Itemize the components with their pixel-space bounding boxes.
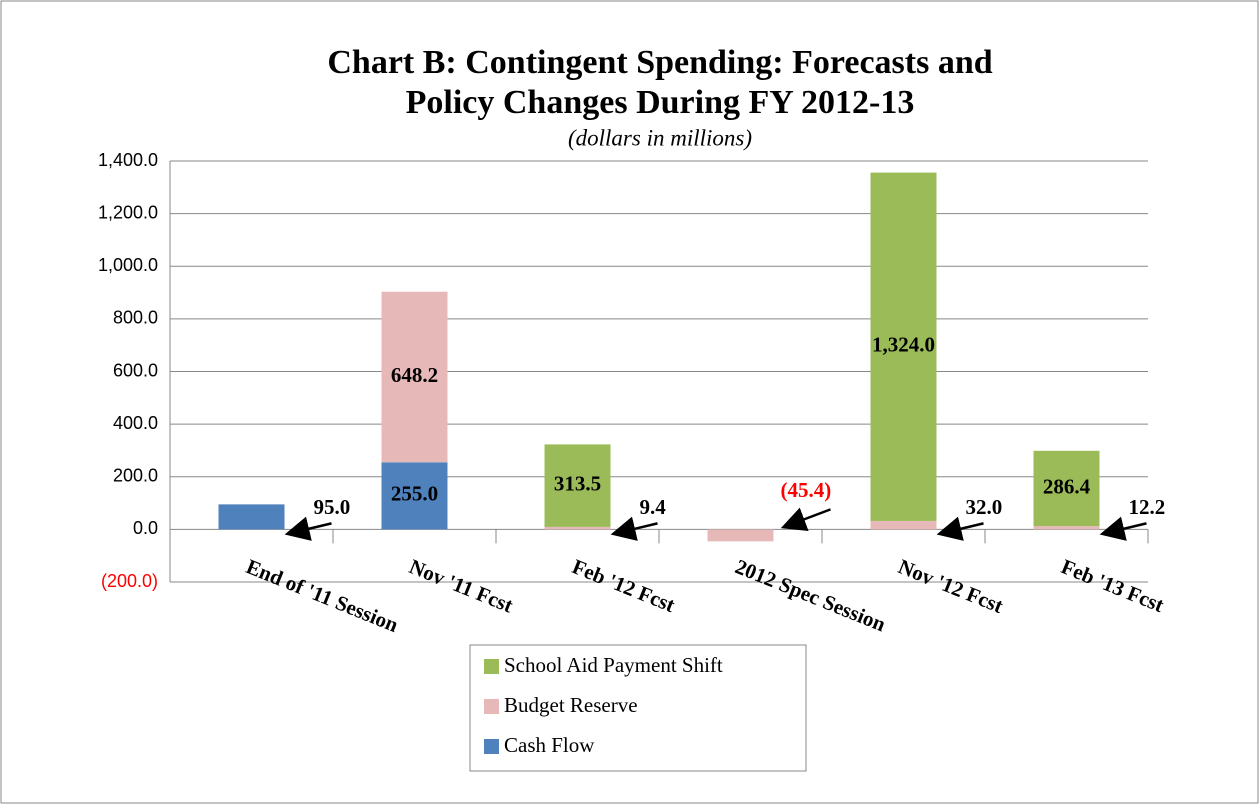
callout-arrow: [284, 516, 332, 541]
chart-subtitle: (dollars in millions): [568, 125, 752, 150]
bar-segment: [870, 172, 937, 521]
y-tick-label: 400.0: [113, 413, 158, 433]
bar-segment: [381, 291, 448, 463]
bar-segment: [707, 529, 774, 542]
y-tick-label: 1,000.0: [98, 255, 158, 275]
callout-arrow: [610, 516, 658, 541]
legend: [469, 644, 807, 772]
y-tick-label: 0.0: [133, 518, 158, 538]
y-tick-label: 200.0: [113, 466, 158, 486]
bar-segment: [218, 504, 285, 530]
data-label: 255.0: [391, 482, 438, 506]
data-label: 12.2: [1129, 495, 1166, 519]
data-label: 286.4: [1043, 474, 1091, 498]
legend-swatch: [484, 699, 499, 714]
bar-segment: [870, 520, 937, 530]
callout-arrow: [1099, 516, 1147, 541]
data-label: (45.4): [781, 478, 832, 502]
y-tick-label: 1,200.0: [98, 202, 158, 222]
data-label: 32.0: [966, 495, 1003, 519]
chart-title: Chart B: Contingent Spending: Forecasts …: [327, 44, 992, 81]
legend-label: School Aid Payment Shift: [504, 653, 723, 677]
y-tick-label: 600.0: [113, 360, 158, 380]
bar-segment: [544, 444, 611, 527]
data-label: 95.0: [314, 495, 351, 519]
callout-arrow: [780, 507, 831, 532]
callout-arrow: [936, 516, 984, 541]
bar-segment: [1033, 450, 1100, 527]
y-tick-label: (200.0): [101, 571, 158, 591]
data-label: 9.4: [640, 495, 667, 519]
chart-title: Policy Changes During FY 2012-13: [406, 84, 915, 121]
y-tick-label: 1,400.0: [98, 150, 158, 170]
bar-segment: [381, 462, 448, 530]
y-tick-label: 800.0: [113, 308, 158, 328]
legend-label: Cash Flow: [504, 733, 595, 757]
legend-swatch: [484, 659, 499, 674]
data-label: 313.5: [554, 471, 601, 495]
data-label: 1,324.0: [872, 333, 935, 357]
bar-segment: [1033, 526, 1100, 530]
data-label: 648.2: [391, 363, 438, 387]
bar-segment: [544, 526, 611, 530]
legend-label: Budget Reserve: [504, 693, 638, 717]
legend-swatch: [484, 739, 499, 754]
